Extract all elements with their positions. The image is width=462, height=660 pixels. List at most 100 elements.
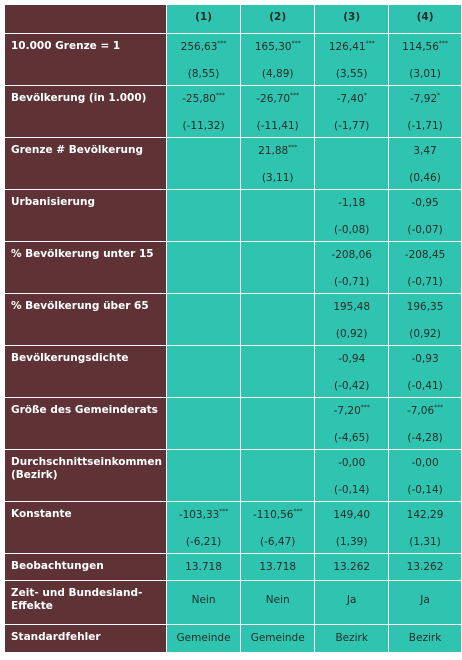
- footer-value: 13.262: [406, 561, 444, 573]
- significance-stars: *: [363, 92, 367, 99]
- value-cell: -7,40* (-1,77): [314, 85, 390, 138]
- significance-stars: ***: [438, 40, 448, 47]
- value-cell: -7,20*** (-4,65): [314, 397, 390, 450]
- standard-error: (-0,14): [334, 484, 370, 496]
- footer-cell: Bezirk: [388, 624, 462, 653]
- footer-value: Gemeinde: [176, 632, 231, 644]
- footer-label: Beobachtungen: [4, 553, 167, 581]
- significance-stars: ***: [288, 144, 298, 151]
- standard-error: (3,01): [409, 68, 441, 80]
- footer-cell: Gemeinde: [240, 624, 316, 653]
- column-header: (2): [240, 4, 316, 34]
- standard-error: (-1,77): [334, 120, 370, 132]
- coefficient-value: 126,41: [328, 41, 366, 53]
- row-label: 10.000 Grenze = 1: [4, 33, 167, 86]
- coefficient-value: -7,20: [333, 405, 361, 417]
- value-cell: -7,92* (-1,71): [388, 85, 462, 138]
- value-cell: -0,00 (-0,14): [388, 449, 462, 502]
- standard-error: (4,89): [261, 68, 294, 80]
- value-cell: 21,88*** (3,11): [240, 137, 316, 190]
- footer-label: Zeit- und Bundesland-Effekte: [4, 580, 167, 625]
- standard-error: (-11,32): [182, 120, 225, 132]
- coefficient: -0,93: [389, 353, 461, 366]
- footer-cell: 13.262: [388, 553, 462, 581]
- standard-error: (-0,14): [407, 484, 443, 496]
- table-row: Durchschnittseinkommen (Bezirk) -0,00 (-0,…: [4, 449, 462, 502]
- table-row: Größe des Gemeinderats -7,20*** (-4,65) -7,…: [4, 397, 462, 450]
- footer-value: Ja: [420, 594, 430, 606]
- standard-error: (-0,71): [407, 276, 443, 288]
- value-cell: 165,30*** (4,89): [240, 33, 316, 86]
- significance-stars: ***: [360, 404, 370, 411]
- coefficient: 21,88***: [241, 145, 314, 158]
- coefficient-value: -7,40: [336, 93, 364, 105]
- footer-label: Standardfehler: [4, 624, 167, 653]
- standard-error: (3,55): [335, 68, 368, 80]
- coefficient-value: -103,33: [178, 509, 220, 521]
- value-cell: 196,35 (0,92): [388, 293, 462, 346]
- standard-error: (-6,47): [260, 536, 296, 548]
- coefficient: -208,06: [315, 249, 388, 262]
- coefficient-value: -7,92: [409, 93, 438, 105]
- significance-stars: ***: [217, 40, 227, 47]
- standard-error: (8,55): [187, 68, 220, 80]
- coefficient: -0,95: [389, 197, 461, 210]
- footer-cell: Nein: [165, 580, 242, 625]
- value-cell: 142,29 (1,31): [388, 501, 462, 554]
- value-cell: 114,56*** (3,01): [388, 33, 462, 86]
- header-row: (1) (2) (3) (4): [4, 4, 462, 34]
- standard-error: (-1,71): [407, 120, 443, 132]
- standard-error: (-0,08): [334, 224, 370, 236]
- row-label: Bevölkerungsdichte: [4, 345, 167, 398]
- coefficient-value: -0,94: [338, 353, 366, 365]
- column-header: (4): [388, 4, 462, 34]
- coefficient-value: -26,70: [256, 93, 291, 105]
- table-row: Konstante -103,33*** (-6,21) -110,56*** (-6,…: [4, 501, 462, 554]
- row-label: Durchschnittseinkommen (Bezirk): [4, 449, 167, 502]
- standard-error: (-6,21): [185, 536, 222, 548]
- coefficient-value: -7,06: [406, 405, 435, 417]
- row-label: Urbanisierung: [4, 189, 167, 242]
- footer-cell: Ja: [388, 580, 462, 625]
- coefficient-value: -0,00: [338, 457, 366, 469]
- coefficient: -0,94: [315, 353, 388, 366]
- value-cell: [165, 397, 242, 450]
- value-cell: [240, 241, 316, 294]
- value-cell: -25,80*** (-11,32): [165, 85, 242, 138]
- significance-stars: ***: [291, 40, 301, 47]
- table-body: (1) (2) (3) (4) 10.000 Grenze = 1 256,63*…: [4, 4, 462, 653]
- significance-stars: ***: [293, 508, 303, 515]
- footer-value: Bezirk: [335, 632, 368, 644]
- coefficient-value: -208,06: [331, 249, 372, 261]
- coefficient-value: 196,35: [406, 301, 444, 313]
- standard-error: (0,46): [409, 172, 441, 184]
- footer-value: 13.718: [259, 561, 297, 573]
- footer-cell: Nein: [240, 580, 316, 625]
- coefficient: 126,41***: [315, 41, 388, 54]
- coefficient-value: -0,95: [411, 197, 439, 209]
- value-cell: [165, 293, 242, 346]
- coefficient-value: 114,56: [402, 41, 439, 53]
- coefficient: 114,56***: [389, 41, 461, 54]
- footer-cell: Gemeinde: [165, 624, 242, 653]
- value-cell: -7,06*** (-4,28): [388, 397, 462, 450]
- coefficient-value: -208,45: [404, 249, 446, 261]
- coefficient: -7,20***: [315, 405, 388, 418]
- coefficient: -208,45: [389, 249, 461, 262]
- value-cell: 195,48 (0,92): [314, 293, 390, 346]
- regression-table: (1) (2) (3) (4) 10.000 Grenze = 1 256,63*…: [4, 4, 462, 653]
- coefficient-value: 195,48: [333, 301, 371, 313]
- value-cell: [165, 189, 242, 242]
- value-cell: -208,06 (-0,71): [314, 241, 390, 294]
- value-cell: -103,33*** (-6,21): [165, 501, 242, 554]
- standard-error: (0,92): [409, 328, 441, 340]
- value-cell: [314, 137, 390, 190]
- coefficient: -25,80***: [167, 93, 240, 106]
- footer-value: 13.718: [185, 561, 222, 573]
- column-header: (1): [165, 4, 242, 34]
- standard-error: (-0,71): [334, 276, 370, 288]
- coefficient: -0,00: [389, 457, 461, 470]
- coefficient: -0,00: [315, 457, 388, 470]
- footer-value: Nein: [191, 594, 216, 606]
- table-row: % Bevölkerung über 65 195,48 (0,92) 196,35 (…: [4, 293, 462, 346]
